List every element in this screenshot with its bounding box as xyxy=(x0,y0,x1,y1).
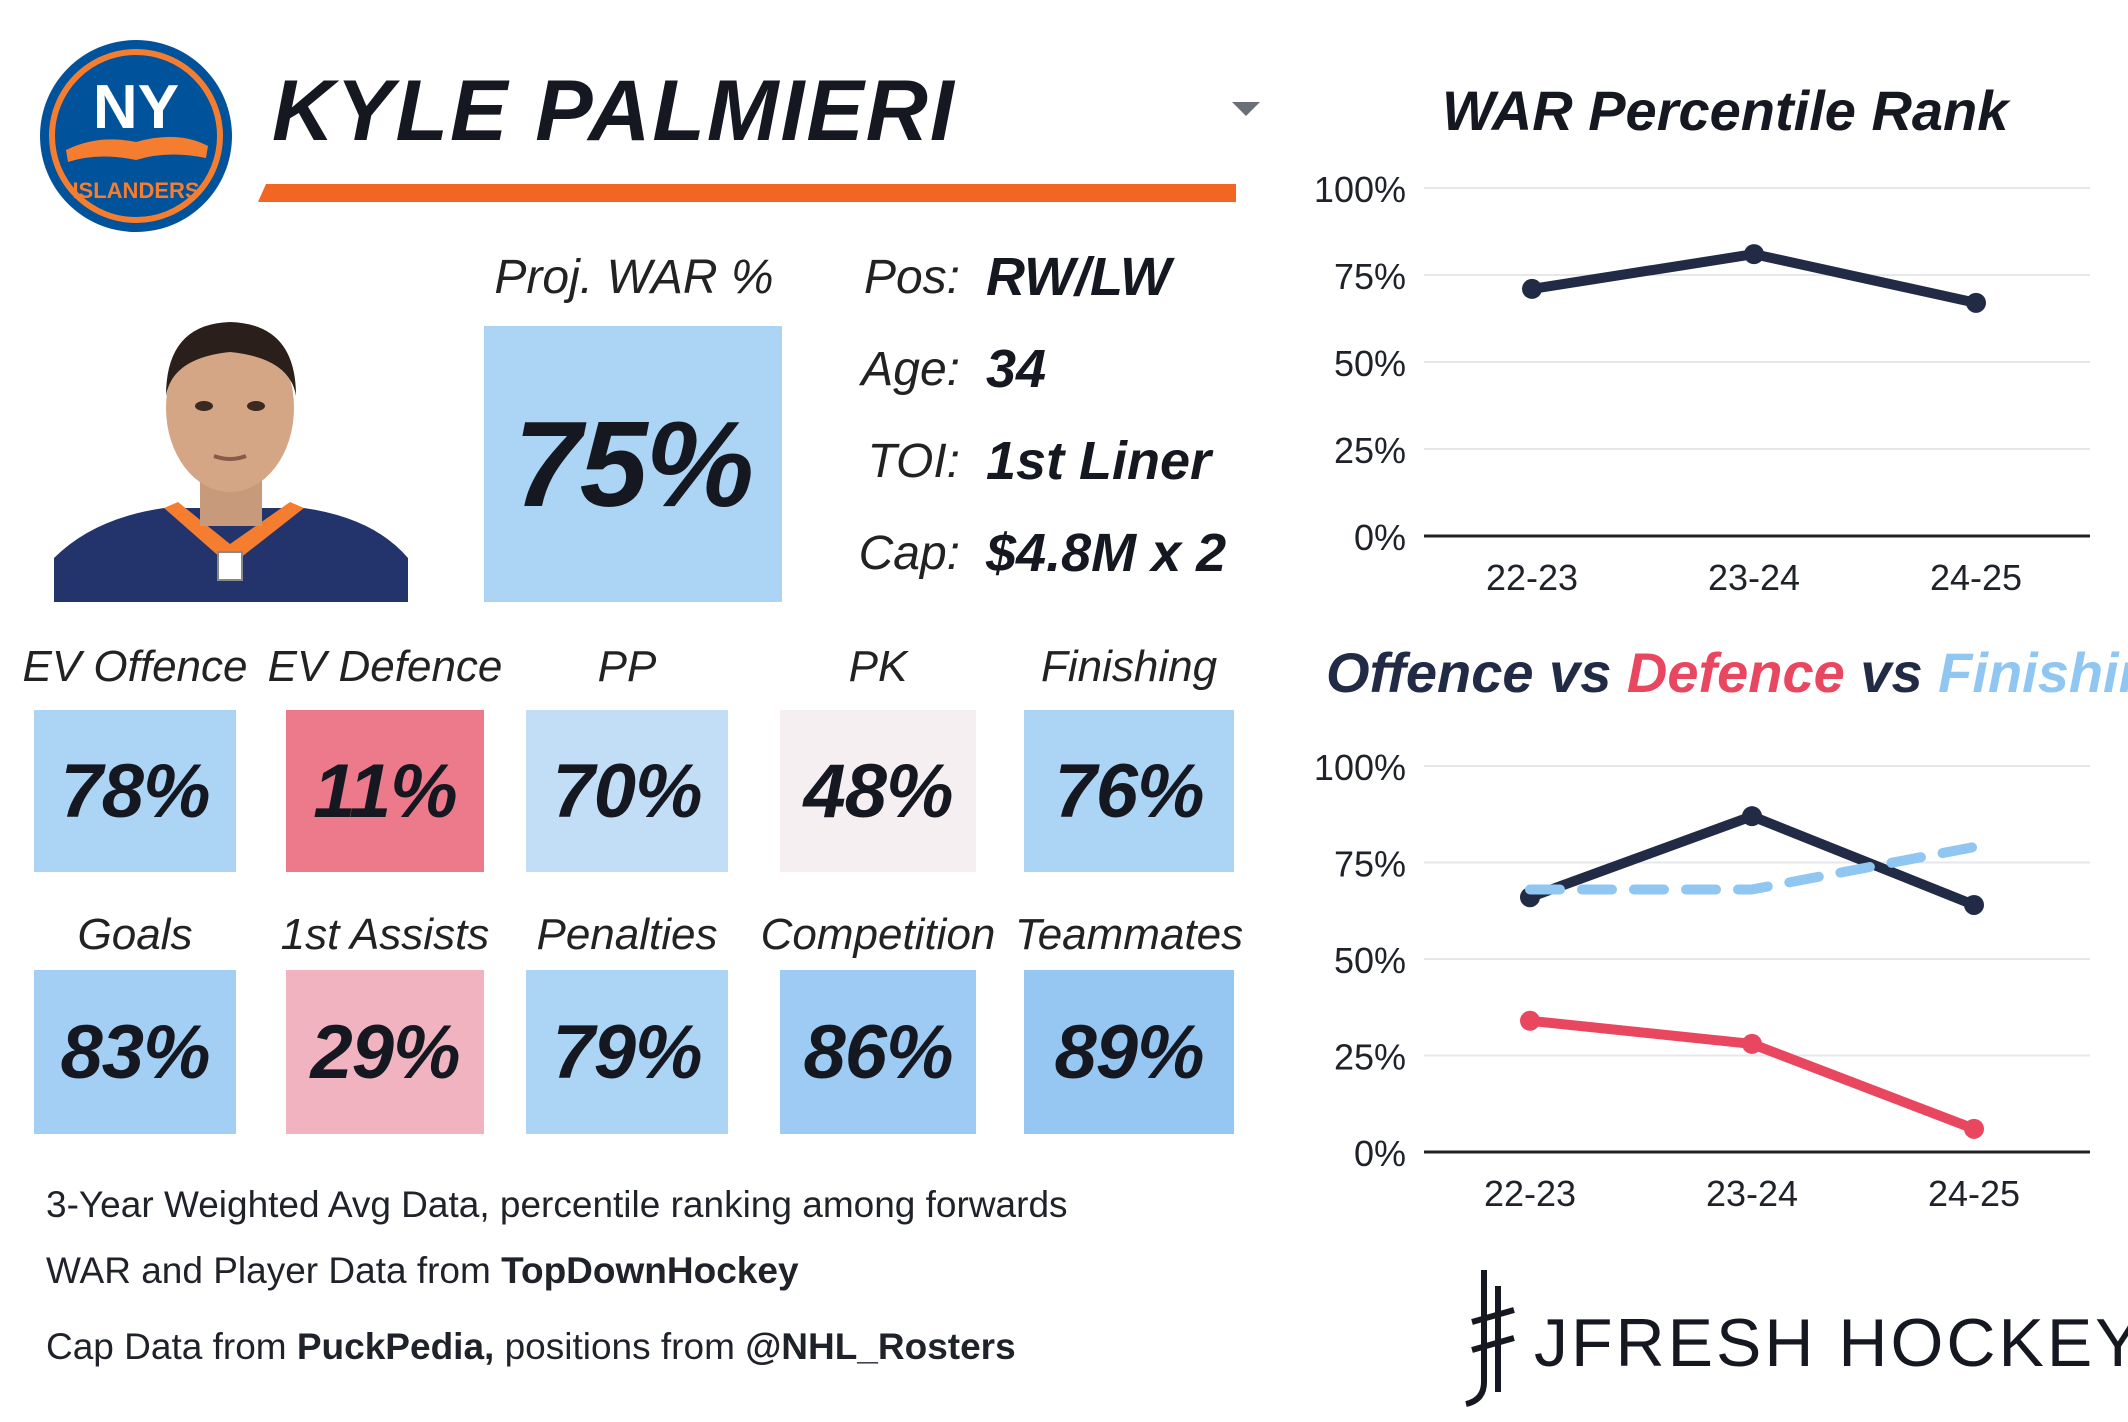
proj-war-value: 75% xyxy=(513,396,754,532)
logo-wordmark-top: NY xyxy=(93,73,179,142)
footnote-cap-link: PuckPedia, xyxy=(296,1326,495,1367)
stat-label-ev-offence: EV Offence xyxy=(22,642,248,691)
proj-war-label: Proj. WAR % xyxy=(494,251,774,304)
chart2-y-tick-label: 75% xyxy=(1334,844,1406,885)
player-name: KYLE PALMIERI xyxy=(272,63,956,159)
info-label-pos: Pos: xyxy=(863,251,960,304)
chart1-title: WAR Percentile Rank xyxy=(1442,79,2009,142)
stat-box-ev-defence: 11% xyxy=(286,710,484,872)
stat-box-competition: 86% xyxy=(780,970,976,1134)
chart1-y-tick-label: 0% xyxy=(1354,517,1406,558)
stat-box-pk: 48% xyxy=(780,710,976,872)
chart2-x-tick-label: 23-24 xyxy=(1706,1173,1798,1214)
chart2-series-offence-point xyxy=(1742,806,1762,827)
chart2-series-defence-point xyxy=(1964,1118,1984,1139)
stat-label-goals: Goals xyxy=(77,910,193,959)
info-value-toi: 1st Liner xyxy=(986,431,1212,491)
info-value-age: 34 xyxy=(986,339,1047,399)
stat-value-pp: 70% xyxy=(552,748,702,834)
info-value-cap: $4.8M x 2 xyxy=(986,523,1227,583)
stat-box-ev-offence: 78% xyxy=(34,710,236,872)
stat-box-goals: 83% xyxy=(34,970,236,1134)
name-underline xyxy=(258,184,1236,202)
stat-label-finishing: Finishing xyxy=(1040,642,1218,691)
chart2-x-tick-label: 24-25 xyxy=(1928,1173,2020,1214)
chart2-title-defence: Defence xyxy=(1626,641,1845,704)
chart1-series-war-point xyxy=(1522,278,1542,299)
footnote-cap-mid: positions from xyxy=(494,1326,746,1367)
chart2-title-offence: Offence xyxy=(1326,641,1534,704)
info-label-age: Age: xyxy=(861,343,960,396)
chart1-series-war-point xyxy=(1744,244,1764,265)
chart1-y-tick-label: 25% xyxy=(1334,430,1406,471)
stat-label-ev-defence: EV Defence xyxy=(267,642,503,691)
stat-box-finishing: 76% xyxy=(1024,710,1234,872)
info-value-pos: RW/LW xyxy=(986,247,1171,307)
stat-box-pp: 70% xyxy=(526,710,728,872)
proj-war-box: 75% xyxy=(484,326,782,602)
chart1-x-tick-label: 22-23 xyxy=(1486,557,1578,598)
chart2-title: Offence vs Defence vs Finishing xyxy=(1326,640,2128,705)
stat-value-penalties: 79% xyxy=(552,1009,702,1095)
chart2-y-tick-label: 0% xyxy=(1354,1133,1406,1174)
stat-box-1st-assists: 29% xyxy=(286,970,484,1134)
hockey-stick-icon xyxy=(1465,1270,1515,1407)
stat-value-teammates: 89% xyxy=(1054,1009,1204,1095)
stat-label-penalties: Penalties xyxy=(536,910,718,959)
chart1-y-tick-label: 100% xyxy=(1314,169,1406,210)
offence-defence-finishing-chart: 0% 25% 50% 75% 100% 22-23 23-24 24-25 xyxy=(1314,747,2090,1214)
footnote-war-prefix: WAR and Player Data from xyxy=(46,1250,502,1291)
chart2-title-vs1: vs xyxy=(1533,641,1627,704)
footnote-positions-link: @NHL_Rosters xyxy=(745,1326,1016,1367)
jfresh-hockey-brand: JFRESH HOCKEY xyxy=(1465,1270,2128,1407)
logo-wordmark-bottom: ISLANDERS xyxy=(72,178,199,203)
stat-value-finishing: 76% xyxy=(1054,748,1204,834)
chart1-y-tick-label: 75% xyxy=(1334,256,1406,297)
footnote-war-source: WAR and Player Data from TopDownHockey xyxy=(46,1250,799,1292)
stat-label-teammates: Teammates xyxy=(1014,910,1244,959)
chart2-y-tick-label: 25% xyxy=(1334,1037,1406,1078)
stat-box-penalties: 79% xyxy=(526,970,728,1134)
chart1-series-war-point xyxy=(1966,292,1986,313)
chart2-series-offence-point xyxy=(1964,894,1984,915)
chart2-y-tick-label: 100% xyxy=(1314,747,1406,788)
brand-name: JFRESH HOCKEY xyxy=(1534,1305,2128,1381)
stat-label-pp: PP xyxy=(597,642,657,691)
islanders-logo: NY ISLANDERS xyxy=(40,40,232,232)
stat-label-competition: Competition xyxy=(760,910,996,959)
stat-value-goals: 83% xyxy=(60,1009,210,1095)
chart2-series-defence-point xyxy=(1520,1010,1540,1031)
footnote-method: 3-Year Weighted Avg Data, percentile ran… xyxy=(46,1184,1068,1225)
chart2-x-tick-label: 22-23 xyxy=(1484,1173,1576,1214)
player-headshot xyxy=(54,322,408,602)
war-percentile-chart: 0% 25% 50% 75% 100% 22-23 23-24 24-25 xyxy=(1314,169,2090,598)
chart2-y-tick-label: 50% xyxy=(1334,940,1406,981)
stat-value-1st-assists: 29% xyxy=(310,1009,460,1095)
stat-value-ev-defence: 11% xyxy=(313,748,457,834)
stat-label-pk: PK xyxy=(848,642,908,691)
info-label-toi: TOI: xyxy=(867,435,960,488)
chart1-x-tick-label: 23-24 xyxy=(1708,557,1800,598)
footnote-cap-source: Cap Data from PuckPedia, positions from … xyxy=(46,1326,1016,1368)
stat-value-pk: 48% xyxy=(803,748,953,834)
info-label-cap: Cap: xyxy=(858,527,960,580)
chevron-down-icon[interactable] xyxy=(1232,102,1260,116)
stat-value-ev-offence: 78% xyxy=(60,748,210,834)
footnote-cap-prefix: Cap Data from xyxy=(46,1326,297,1367)
stat-label-1st-assists: 1st Assists xyxy=(280,910,490,959)
chart2-title-vs2: vs xyxy=(1844,641,1939,704)
stat-value-competition: 86% xyxy=(803,1009,953,1095)
chart2-series-defence-point xyxy=(1742,1033,1762,1054)
footnote-war-link: TopDownHockey xyxy=(501,1250,799,1291)
chart2-title-finishing: Finishing xyxy=(1938,641,2128,704)
stat-box-teammates: 89% xyxy=(1024,970,1234,1134)
chart2-series-finishing-line xyxy=(1525,842,1979,895)
chart1-x-tick-label: 24-25 xyxy=(1930,557,2022,598)
chart1-y-tick-label: 50% xyxy=(1334,343,1406,384)
